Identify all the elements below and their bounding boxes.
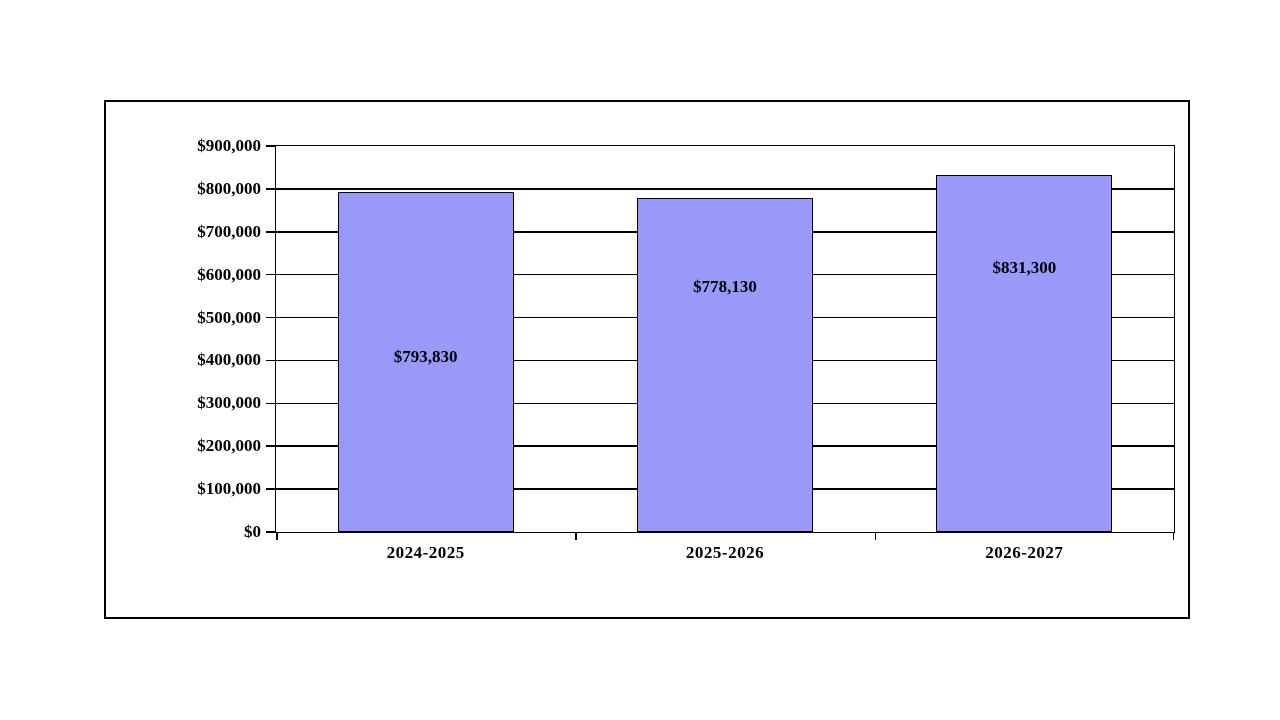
y-axis-tick-label: $300,000 [197,393,261,413]
y-axis-tick-label: $800,000 [197,178,261,198]
y-axis-tick-label: $100,000 [197,479,261,499]
gridline [276,188,1174,190]
x-axis-tick [575,532,577,540]
y-axis-tick [266,359,276,362]
bar-2025-2026 [637,198,813,532]
x-axis-category-label: 2026-2027 [985,543,1064,562]
x-axis-tick [1172,532,1174,540]
x-axis-tick [874,532,877,540]
bar-value-label: $831,300 [992,257,1057,277]
x-axis-tick [276,532,278,540]
x-axis-category-label: 2024-2025 [386,543,465,562]
bar-value-label: $793,830 [393,346,458,366]
y-axis-tick [266,188,276,190]
y-axis-tick-label: $600,000 [197,264,261,284]
y-axis-tick [266,231,276,233]
x-axis-category-label: 2025-2026 [685,543,765,562]
y-axis-tick-label: $0 [244,522,261,541]
y-axis-tick-label: $200,000 [197,436,261,456]
y-axis-tick [266,316,276,319]
y-axis-tick [266,145,276,147]
bar-2026-2027 [936,175,1113,532]
y-axis-tick [266,402,276,405]
bar-2024-2025 [337,191,514,532]
y-axis-tick [266,531,276,533]
y-axis-tick [266,445,276,447]
y-axis-tick-label: $400,000 [197,350,261,370]
plot-area: $0 $100,000 $200,000 $300,000 $400,000 $500,0… [197,136,1175,562]
y-axis-tick-label: $700,000 [197,221,261,241]
y-axis-tick-label: $500,000 [197,307,261,327]
bar-value-label: $778,130 [693,276,757,296]
y-axis-tick [266,488,276,490]
y-axis-tick [266,273,276,276]
y-axis-tick-label: $900,000 [197,136,261,155]
